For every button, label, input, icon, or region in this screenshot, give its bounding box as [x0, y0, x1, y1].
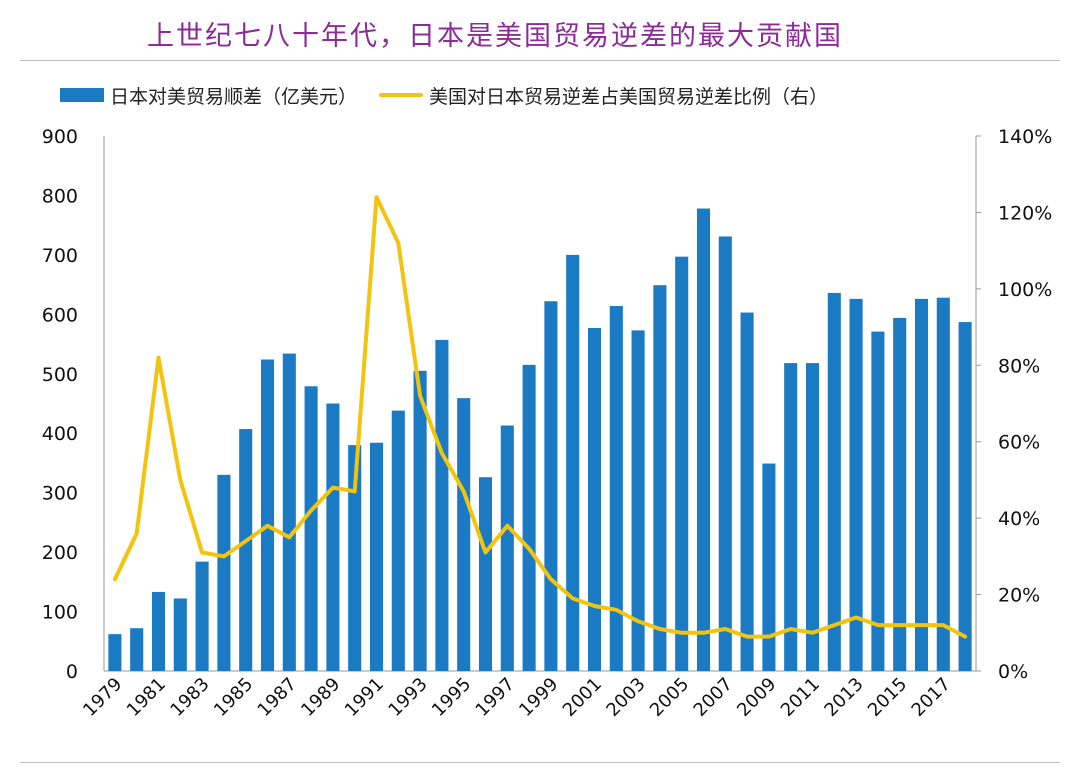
x-tick-label: 1989: [297, 674, 344, 721]
left-tick-label: 500: [42, 364, 78, 386]
bar-1984: [217, 474, 231, 671]
left-tick-label: 600: [42, 304, 78, 326]
bar-2008: [740, 312, 754, 671]
x-tick-label: 1991: [341, 674, 388, 721]
bar-1993: [413, 370, 427, 671]
x-tick-label: 2001: [559, 674, 606, 721]
x-tick-label: 1985: [210, 674, 257, 721]
bottom-divider: [20, 762, 1060, 763]
bar-1987: [282, 353, 296, 671]
bar-2013: [849, 298, 863, 671]
right-tick-label: 60%: [998, 432, 1040, 454]
chart-legend: 日本对美贸易顺差（亿美元） 美国对日本贸易逆差占美国贸易逆差比例（右）: [60, 80, 850, 110]
x-tick-label: 2007: [690, 674, 737, 721]
bar-2016: [914, 298, 929, 671]
bar-2011: [805, 363, 820, 671]
bar-2012: [827, 292, 841, 671]
x-tick-label: 2009: [733, 674, 780, 721]
legend-label-bars: 日本对美贸易顺差（亿美元）: [110, 85, 358, 108]
left-tick-label: 0: [66, 661, 78, 683]
bar-1986: [260, 359, 275, 671]
bar-1992: [391, 410, 405, 671]
bar-2015: [893, 317, 907, 671]
bar-1985: [239, 429, 253, 671]
bar-2000: [566, 254, 580, 671]
title-divider: [20, 60, 1060, 61]
bar-1989: [326, 403, 340, 671]
left-tick-label: 300: [42, 483, 78, 505]
x-tick-label: 1987: [254, 674, 301, 721]
bar-2007: [718, 236, 732, 671]
chart-title: 上世纪七八十年代，日本是美国贸易逆差的最大贡献国: [147, 21, 843, 52]
right-tick-label: 20%: [998, 585, 1040, 607]
x-tick-label: 1997: [472, 674, 519, 721]
bar-2002: [609, 306, 623, 671]
x-tick-label: 1999: [515, 674, 562, 721]
bar-1991: [369, 442, 384, 671]
legend-swatch-bar: [60, 88, 104, 102]
bar-1997: [500, 425, 514, 671]
x-tick-label: 1995: [428, 674, 475, 721]
x-tick-label: 2015: [864, 674, 911, 721]
bar-2010: [784, 363, 798, 671]
bar-2004: [653, 285, 667, 671]
x-tick-label: 2003: [602, 674, 649, 721]
bar-2001: [587, 328, 602, 671]
bar-2006: [696, 208, 711, 671]
bar-1994: [435, 339, 449, 671]
bar-1983: [195, 561, 209, 671]
bar-1995: [457, 398, 471, 671]
x-tick-label: 1979: [79, 674, 126, 721]
right-tick-label: 100%: [998, 279, 1052, 301]
right-tick-label: 0%: [998, 661, 1028, 683]
bar-1990: [348, 445, 362, 671]
bar-1981: [151, 591, 166, 671]
right-tick-label: 140%: [998, 126, 1052, 148]
x-tick-label: 2011: [777, 674, 824, 721]
bar-2017: [936, 297, 950, 671]
bar-2009: [762, 463, 776, 671]
bar-1998: [522, 364, 536, 671]
left-tick-label: 800: [42, 185, 78, 207]
bar-2003: [631, 330, 645, 671]
left-tick-label: 700: [42, 245, 78, 267]
left-tick-label: 100: [42, 602, 78, 624]
bar-1982: [173, 598, 187, 671]
legend-label-line: 美国对日本贸易逆差占美国贸易逆差比例（右）: [429, 85, 829, 108]
right-tick-label: 80%: [998, 355, 1040, 377]
left-tick-label: 900: [42, 126, 78, 148]
bar-1996: [478, 477, 493, 671]
x-tick-label: 2013: [820, 674, 867, 721]
bar-1999: [544, 301, 558, 671]
ratio-line: [112, 195, 968, 639]
legend-item-line: 美国对日本贸易逆差占美国贸易逆差比例（右）: [379, 82, 828, 109]
bar-1988: [304, 386, 318, 671]
x-tick-label: 1993: [384, 674, 431, 721]
left-tick-label: 400: [42, 423, 78, 445]
right-tick-label: 40%: [998, 508, 1040, 530]
left-tick-label: 200: [42, 542, 78, 564]
x-tick-label: 1981: [123, 674, 170, 721]
bar-2014: [871, 331, 885, 671]
bar-2018: [958, 322, 972, 671]
x-tick-label: 2017: [908, 674, 955, 721]
bar-1980: [130, 628, 144, 671]
right-tick-label: 120%: [998, 202, 1052, 224]
bar-2005: [675, 256, 689, 671]
x-tick-label: 2005: [646, 674, 693, 721]
legend-swatch-line: [379, 93, 424, 97]
x-tick-label: 1983: [166, 674, 213, 721]
legend-item-bars: 日本对美贸易顺差（亿美元）: [60, 82, 357, 109]
bar-1979: [108, 634, 122, 671]
